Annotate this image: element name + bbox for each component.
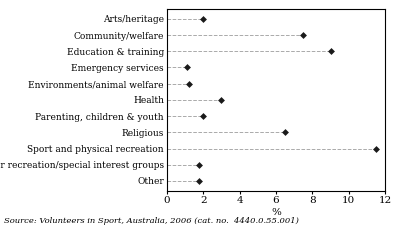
Text: Source: Volunteers in Sport, Australia, 2006 (cat. no.  4440.0.55.001): Source: Volunteers in Sport, Australia, … [4,217,299,225]
X-axis label: %: % [271,208,281,217]
